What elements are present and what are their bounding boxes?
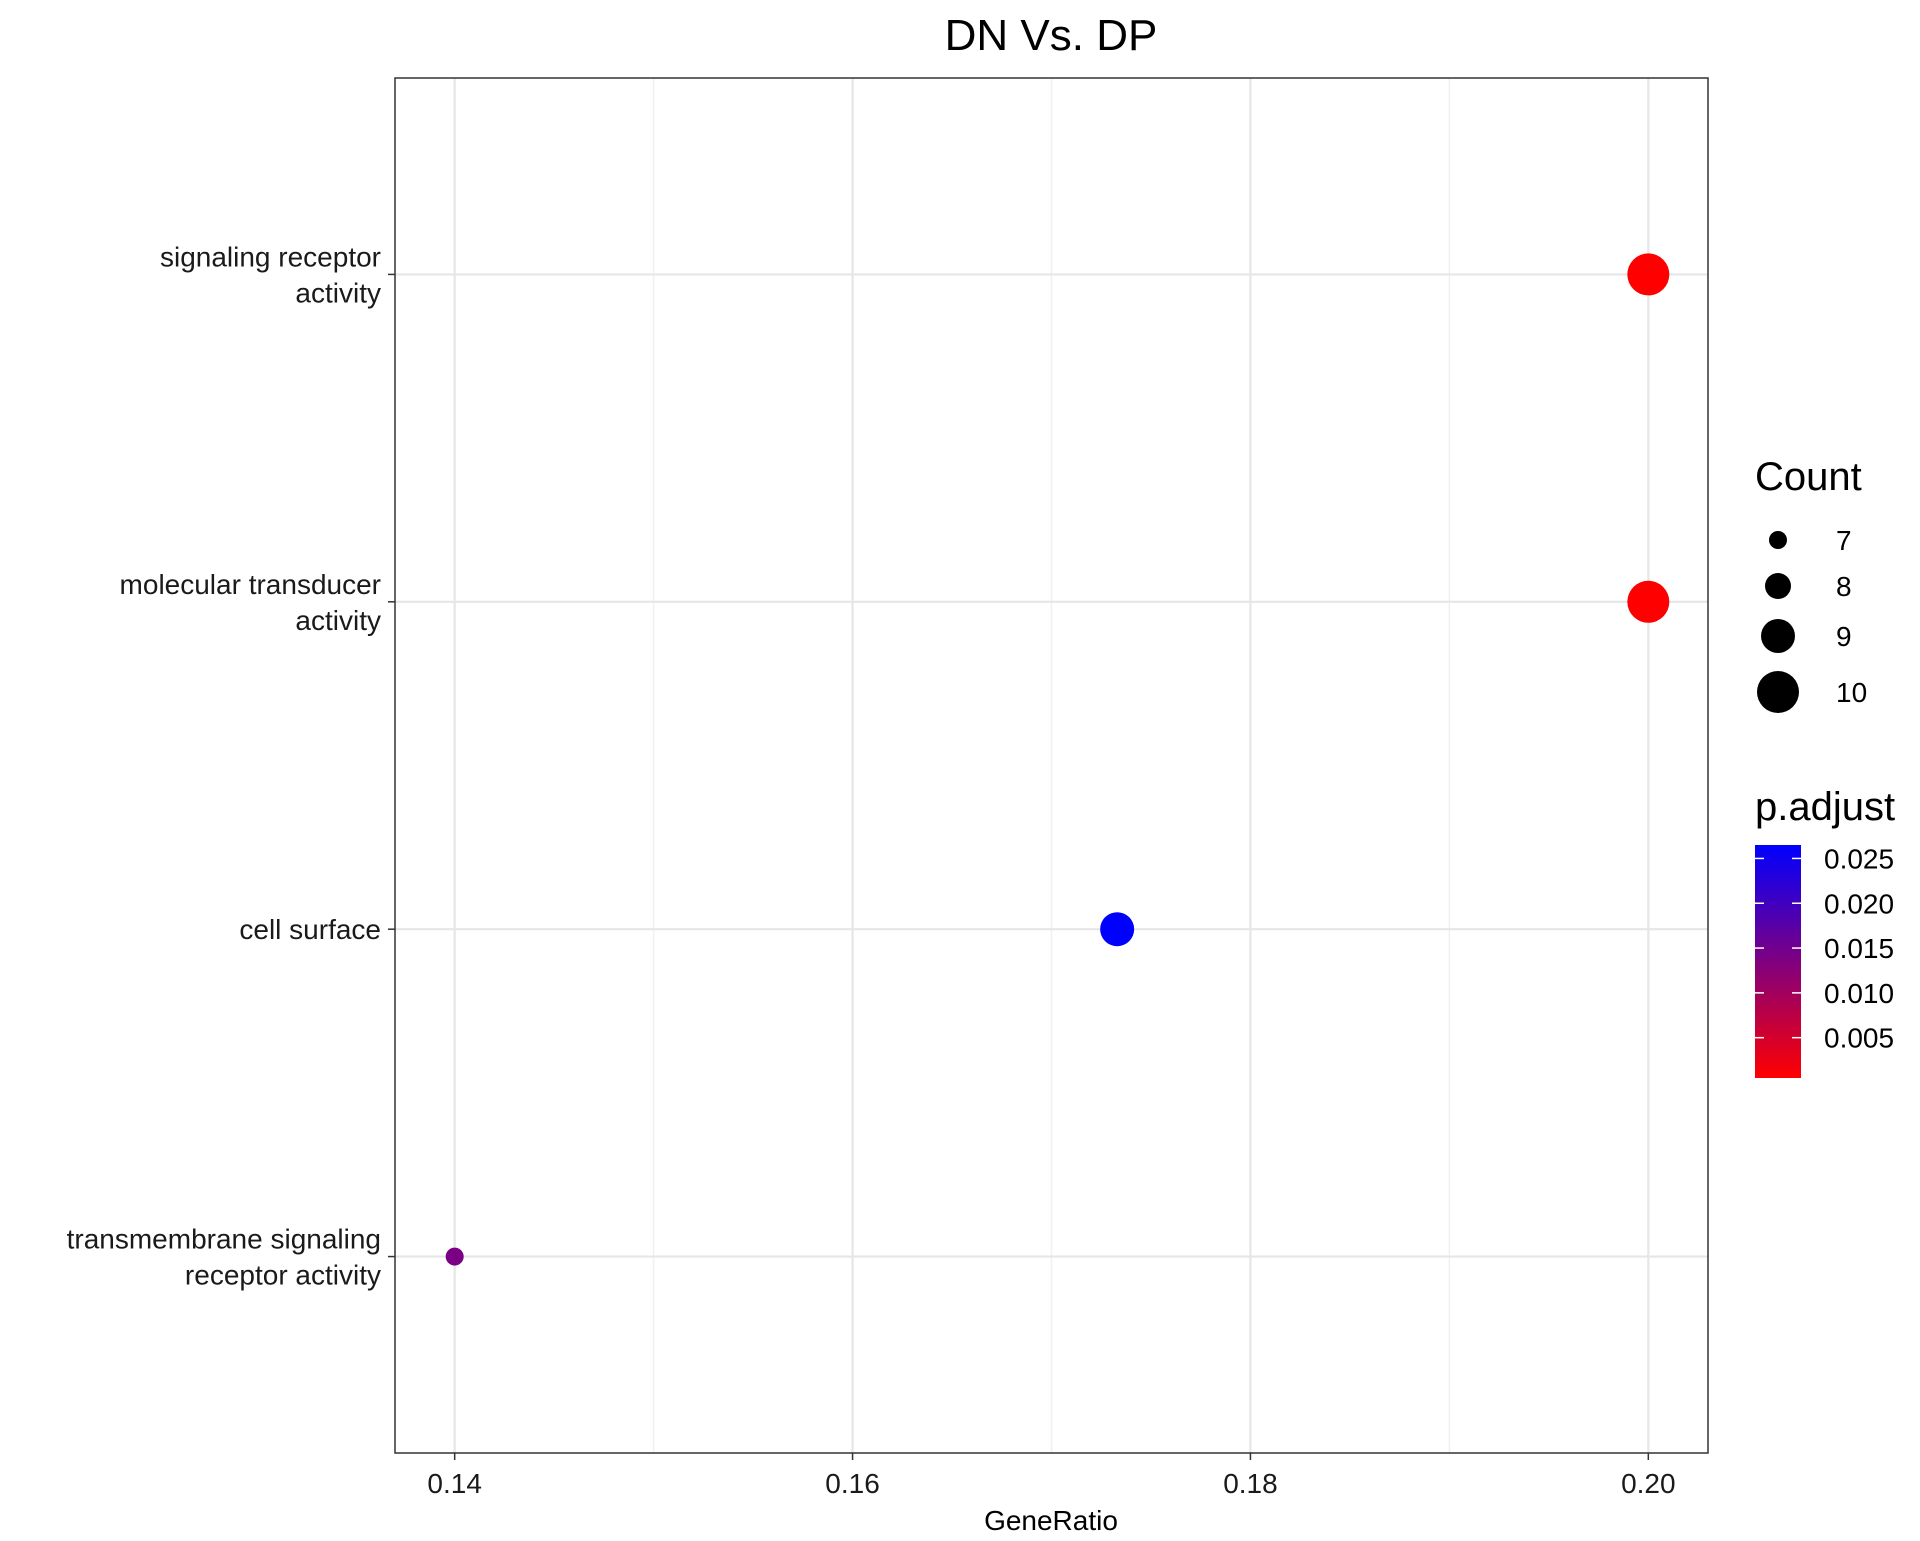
y-tick-label: cell surface [239,914,381,945]
size-legend-label: 7 [1836,525,1852,556]
size-legend: Count 7 8 9 10 [1755,455,1867,713]
y-axis: signaling receptor activity molecular tran… [67,241,395,1291]
data-point [1627,580,1670,623]
size-legend-title: Count [1755,455,1862,499]
chart-title: DN Vs. DP [945,11,1158,60]
size-legend-label: 8 [1836,571,1852,602]
size-legend-key [1761,619,1795,653]
data-point [445,1247,464,1266]
size-legend-label: 10 [1836,677,1867,708]
plot-panel-border [394,77,1709,1454]
y-tick-label: activity [295,605,381,636]
color-legend-title: p.adjust [1755,785,1895,829]
colorbar-label: 0.010 [1824,978,1894,1009]
data-point [1100,912,1135,947]
colorbar [1755,845,1801,1078]
size-legend-key [1769,531,1787,549]
y-tick-label: molecular transducer [120,569,381,600]
size-legend-label: 9 [1836,621,1852,652]
colorbar-label: 0.015 [1824,933,1894,964]
x-tick-label: 0.18 [1223,1468,1278,1499]
data-points [445,253,1670,1266]
colorbar-label: 0.005 [1824,1023,1894,1054]
x-axis-label: GeneRatio [984,1505,1118,1536]
y-tick-label: signaling receptor [160,241,381,272]
x-tick-label: 0.14 [427,1468,482,1499]
y-tick-label: receptor activity [185,1260,381,1291]
y-tick-label: transmembrane signaling [67,1224,381,1255]
data-point [1627,253,1670,296]
colorbar-label: 0.020 [1824,888,1894,919]
x-tick-label: 0.16 [825,1468,880,1499]
grid-lines [395,78,1708,1453]
x-tick-label: 0.20 [1621,1468,1676,1499]
size-legend-key [1765,573,1791,599]
colorbar-label: 0.025 [1824,843,1894,874]
y-tick-label: activity [295,277,381,308]
x-axis: 0.14 0.16 0.18 0.20 [427,1453,1676,1499]
size-legend-key [1757,671,1799,713]
color-legend: p.adjust 0.025 0.020 0.015 0.010 0.005 [1755,785,1895,1078]
